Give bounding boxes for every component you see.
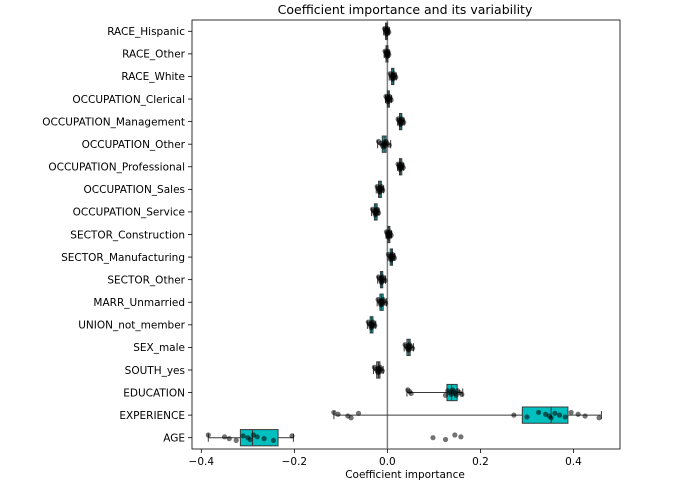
data-point (375, 210, 382, 216)
data-point (386, 142, 392, 148)
data-point (331, 409, 337, 416)
data-point (386, 52, 392, 58)
data-point (535, 409, 542, 416)
boxes-layer (207, 22, 602, 447)
y-tick-label: SECTOR_Other (107, 274, 185, 286)
data-point (452, 432, 458, 438)
data-point (511, 412, 517, 418)
data-point (382, 277, 388, 284)
x-tick-label: −0.2 (282, 456, 308, 468)
data-point (458, 434, 464, 440)
x-axis-label: Coefficient importance (345, 469, 465, 481)
y-tick-label: MARR_Unmarried (93, 297, 185, 309)
data-point (575, 411, 581, 417)
data-point (247, 436, 253, 443)
y-tick-label: SEX_male (133, 342, 185, 354)
y-tick-label: EXPERIENCE (119, 410, 185, 422)
data-point (548, 415, 554, 421)
data-point (409, 345, 416, 351)
x-axis: −0.4 −0.2 0.0 0.2 0.4 (189, 449, 582, 468)
data-point (221, 434, 228, 440)
data-point (430, 435, 436, 441)
y-tick-label: EDUCATION (123, 387, 185, 399)
y-tick-label: OCCUPATION_Other (82, 139, 186, 151)
data-point (270, 437, 277, 444)
data-point (459, 391, 465, 397)
x-tick-label: 0.2 (472, 456, 489, 468)
y-tick-label: OCCUPATION_Clerical (72, 94, 185, 106)
y-tick-label: OCCUPATION_Professional (48, 162, 185, 174)
y-tick-label: SECTOR_Construction (70, 229, 185, 241)
data-point (393, 74, 399, 80)
data-point (562, 414, 568, 420)
y-tick-label: OCCUPATION_Service (73, 207, 185, 219)
data-point (388, 232, 394, 238)
data-point (348, 415, 354, 421)
data-point (379, 368, 385, 374)
y-tick-label: OCCUPATION_Management (42, 116, 185, 128)
data-point (380, 187, 386, 193)
data-point (372, 323, 378, 329)
data-point (400, 165, 406, 171)
data-point (401, 119, 407, 126)
y-tick-label: AGE (163, 433, 185, 445)
chart-title: Coefficient importance and its variabili… (278, 2, 533, 17)
data-point (408, 390, 414, 397)
data-point (335, 411, 341, 417)
y-tick-label: RACE_White (121, 71, 185, 83)
data-point (391, 255, 397, 261)
y-tick-label: SOUTH_yes (125, 365, 185, 377)
data-point (524, 414, 530, 420)
data-point (254, 434, 260, 440)
data-point (442, 436, 449, 443)
data-point (552, 410, 558, 416)
data-point (205, 432, 211, 438)
x-tick-label: 0.4 (565, 456, 582, 468)
y-tick-label: RACE_Hispanic (107, 26, 185, 38)
data-point (582, 413, 588, 419)
y-tick-label: OCCUPATION_Sales (84, 184, 185, 196)
data-point (388, 97, 394, 103)
data-point (442, 392, 449, 398)
y-tick-label: UNION_not_member (78, 320, 185, 332)
data-point (355, 410, 362, 416)
data-point (261, 436, 267, 442)
data-point (226, 436, 232, 442)
data-point (596, 415, 602, 421)
points-layer (205, 25, 602, 444)
data-point (233, 437, 239, 444)
y-tick-label: RACE_Other (122, 49, 186, 61)
plot-area-frame (191, 19, 621, 450)
y-axis: RACE_Hispanic RACE_Other RACE_White OCCUPAT… (42, 26, 192, 445)
x-tick-label: −0.4 (189, 456, 215, 468)
data-point (556, 412, 563, 418)
y-tick-label: SECTOR_Manufacturing (61, 252, 185, 264)
data-point (240, 433, 246, 439)
x-tick-label: 0.0 (379, 456, 396, 468)
data-point (568, 409, 574, 416)
data-point (289, 433, 295, 439)
data-point (386, 29, 392, 35)
data-point (382, 300, 389, 306)
